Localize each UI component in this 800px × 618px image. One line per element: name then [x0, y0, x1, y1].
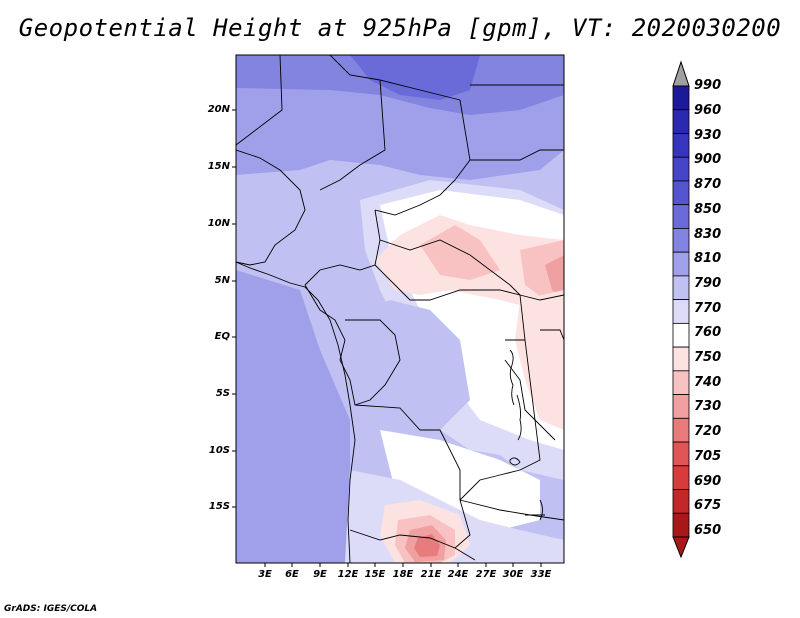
colorbar-swatch	[672, 346, 690, 372]
colorbar-label: 830	[694, 227, 722, 242]
colorbar-swatch	[672, 512, 690, 538]
colorbar-swatch	[672, 228, 690, 253]
lon-label-30e: 30E	[502, 569, 524, 580]
colorbar-label: 850	[694, 202, 722, 217]
grads-credit: GrADS: IGES/COLA	[4, 604, 98, 614]
lat-label-5n: 5N	[214, 275, 230, 286]
lat-label-5s: 5S	[215, 388, 230, 399]
colorbar-label: 675	[694, 498, 722, 513]
field-fill-highlands-750	[515, 290, 564, 430]
lat-ticks	[232, 109, 236, 508]
lat-label-15s: 15S	[208, 501, 230, 512]
country-borders	[236, 55, 564, 561]
colorbar-label: 960	[694, 103, 722, 118]
plot-title: Geopotential Height at 925hPa [gpm], VT:…	[18, 14, 782, 42]
lon-label-27e: 27E	[475, 569, 497, 580]
colorbar-swatch	[672, 441, 690, 467]
colorbar-label: 810	[694, 251, 722, 266]
colorbar-label: 750	[694, 350, 722, 365]
field-fill-north-870	[350, 55, 480, 100]
colorbar-label: 705	[694, 449, 722, 464]
colorbar-label: 650	[694, 523, 722, 538]
colorbar-swatch	[672, 251, 690, 277]
field-fill-congo-790	[340, 300, 470, 440]
lon-label-24e: 24E	[447, 569, 469, 580]
colorbar-swatch	[672, 489, 690, 514]
colorbar-swatch	[672, 299, 690, 324]
field-fill-atlantic	[236, 270, 350, 563]
colorbar-swatch	[672, 465, 690, 490]
colorbar-swatch	[672, 322, 690, 348]
lat-label-10s: 10S	[208, 445, 230, 456]
colorbar-label: 770	[694, 301, 722, 316]
coastline	[236, 261, 545, 563]
colorbar-swatch	[672, 180, 690, 206]
colorbar-label: 760	[694, 325, 722, 340]
colorbar-swatch	[672, 85, 690, 111]
lon-label-3e: 3E	[258, 569, 272, 580]
colorbar-swatch	[672, 417, 690, 443]
colorbar-swatch	[672, 204, 690, 229]
colorbar-label: 730	[694, 399, 722, 414]
colorbar-label: 900	[694, 152, 722, 167]
colorbar-swatch	[672, 109, 690, 134]
field-layer	[236, 55, 564, 563]
colorbar-swatch	[672, 370, 690, 395]
colorbar-label: 720	[694, 424, 722, 439]
colorbar-swatch	[672, 394, 690, 419]
lon-ticks	[264, 563, 542, 567]
lat-label-20n: 20N	[207, 104, 230, 115]
colorbar-swatch	[672, 275, 690, 301]
colorbar-arrow-top	[672, 60, 690, 87]
lon-label-15e: 15E	[364, 569, 386, 580]
colorbar-swatch	[672, 156, 690, 182]
map-frame	[235, 54, 565, 564]
colorbar-label: 790	[694, 276, 722, 291]
lon-label-18e: 18E	[392, 569, 414, 580]
colorbar	[672, 60, 690, 559]
lat-label-eq: EQ	[214, 331, 230, 342]
lon-label-6e: 6E	[285, 569, 299, 580]
colorbar-label: 740	[694, 375, 722, 390]
colorbar-label: 930	[694, 128, 722, 143]
colorbar-arrow-bottom	[672, 536, 690, 559]
lon-label-21e: 21E	[420, 569, 442, 580]
colorbar-label: 870	[694, 177, 722, 192]
lat-label-15n: 15N	[207, 161, 230, 172]
lon-label-12e: 12E	[337, 569, 359, 580]
field-fill-east-730	[545, 255, 564, 300]
colorbar-label: 990	[694, 78, 722, 93]
lon-label-9e: 9E	[313, 569, 327, 580]
lat-label-10n: 10N	[207, 218, 230, 229]
colorbar-swatch	[672, 133, 690, 158]
lon-label-33e: 33E	[530, 569, 552, 580]
field-fill-central-740	[420, 225, 500, 280]
colorbar-label: 690	[694, 474, 722, 489]
